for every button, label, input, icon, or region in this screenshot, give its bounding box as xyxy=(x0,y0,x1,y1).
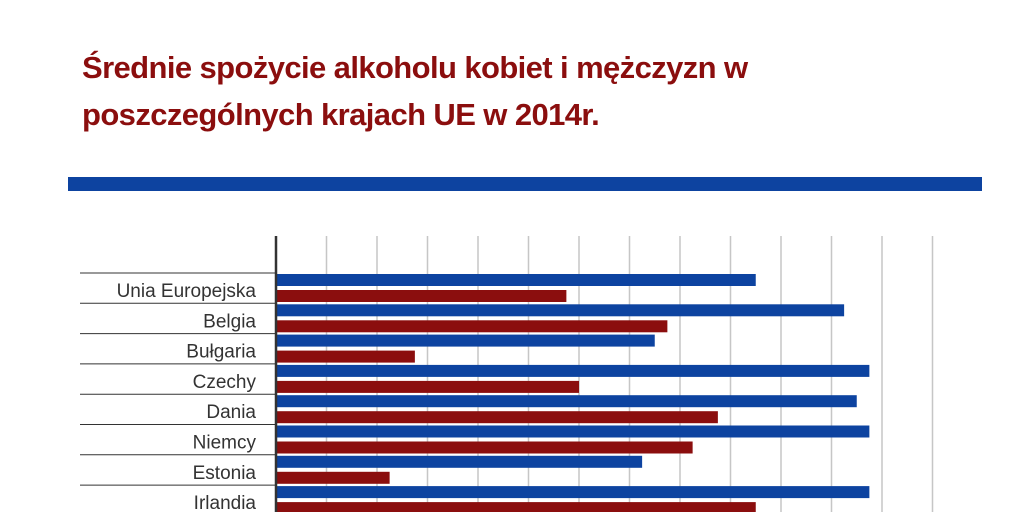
bar-series-1 xyxy=(276,334,655,347)
bar-series-2 xyxy=(276,380,579,393)
bar-series-2 xyxy=(276,411,718,424)
category-label: Estonia xyxy=(193,463,257,484)
bar-series-2 xyxy=(276,502,756,512)
category-label: Irlandia xyxy=(194,493,257,512)
bar-series-2 xyxy=(276,471,390,484)
bar-series-2 xyxy=(276,350,415,363)
category-label: Dania xyxy=(206,402,256,423)
bars xyxy=(276,274,870,512)
category-label: Bułgaria xyxy=(186,342,256,363)
chart-title: Średnie spożycie alkoholu kobiet i mężcz… xyxy=(82,50,748,132)
bar-series-1 xyxy=(276,274,756,286)
bar-series-2 xyxy=(276,290,567,302)
bar-series-1 xyxy=(276,455,643,468)
bar-series-2 xyxy=(276,441,693,454)
bar-series-1 xyxy=(276,364,870,377)
title-divider xyxy=(68,177,982,191)
category-label: Belgia xyxy=(203,311,256,332)
bar-series-1 xyxy=(276,395,857,408)
category-separators xyxy=(80,272,276,486)
category-labels: Unia Europejska Belgia Bułgaria Czechy Dania… xyxy=(117,281,257,512)
bar-series-1 xyxy=(276,304,845,317)
category-label: Niemcy xyxy=(193,433,257,454)
bar-series-2 xyxy=(276,320,668,333)
bar-series-1 xyxy=(276,486,870,499)
bar-series-1 xyxy=(276,425,870,438)
category-label: Unia Europejska xyxy=(117,281,257,302)
category-label: Czechy xyxy=(193,372,257,393)
